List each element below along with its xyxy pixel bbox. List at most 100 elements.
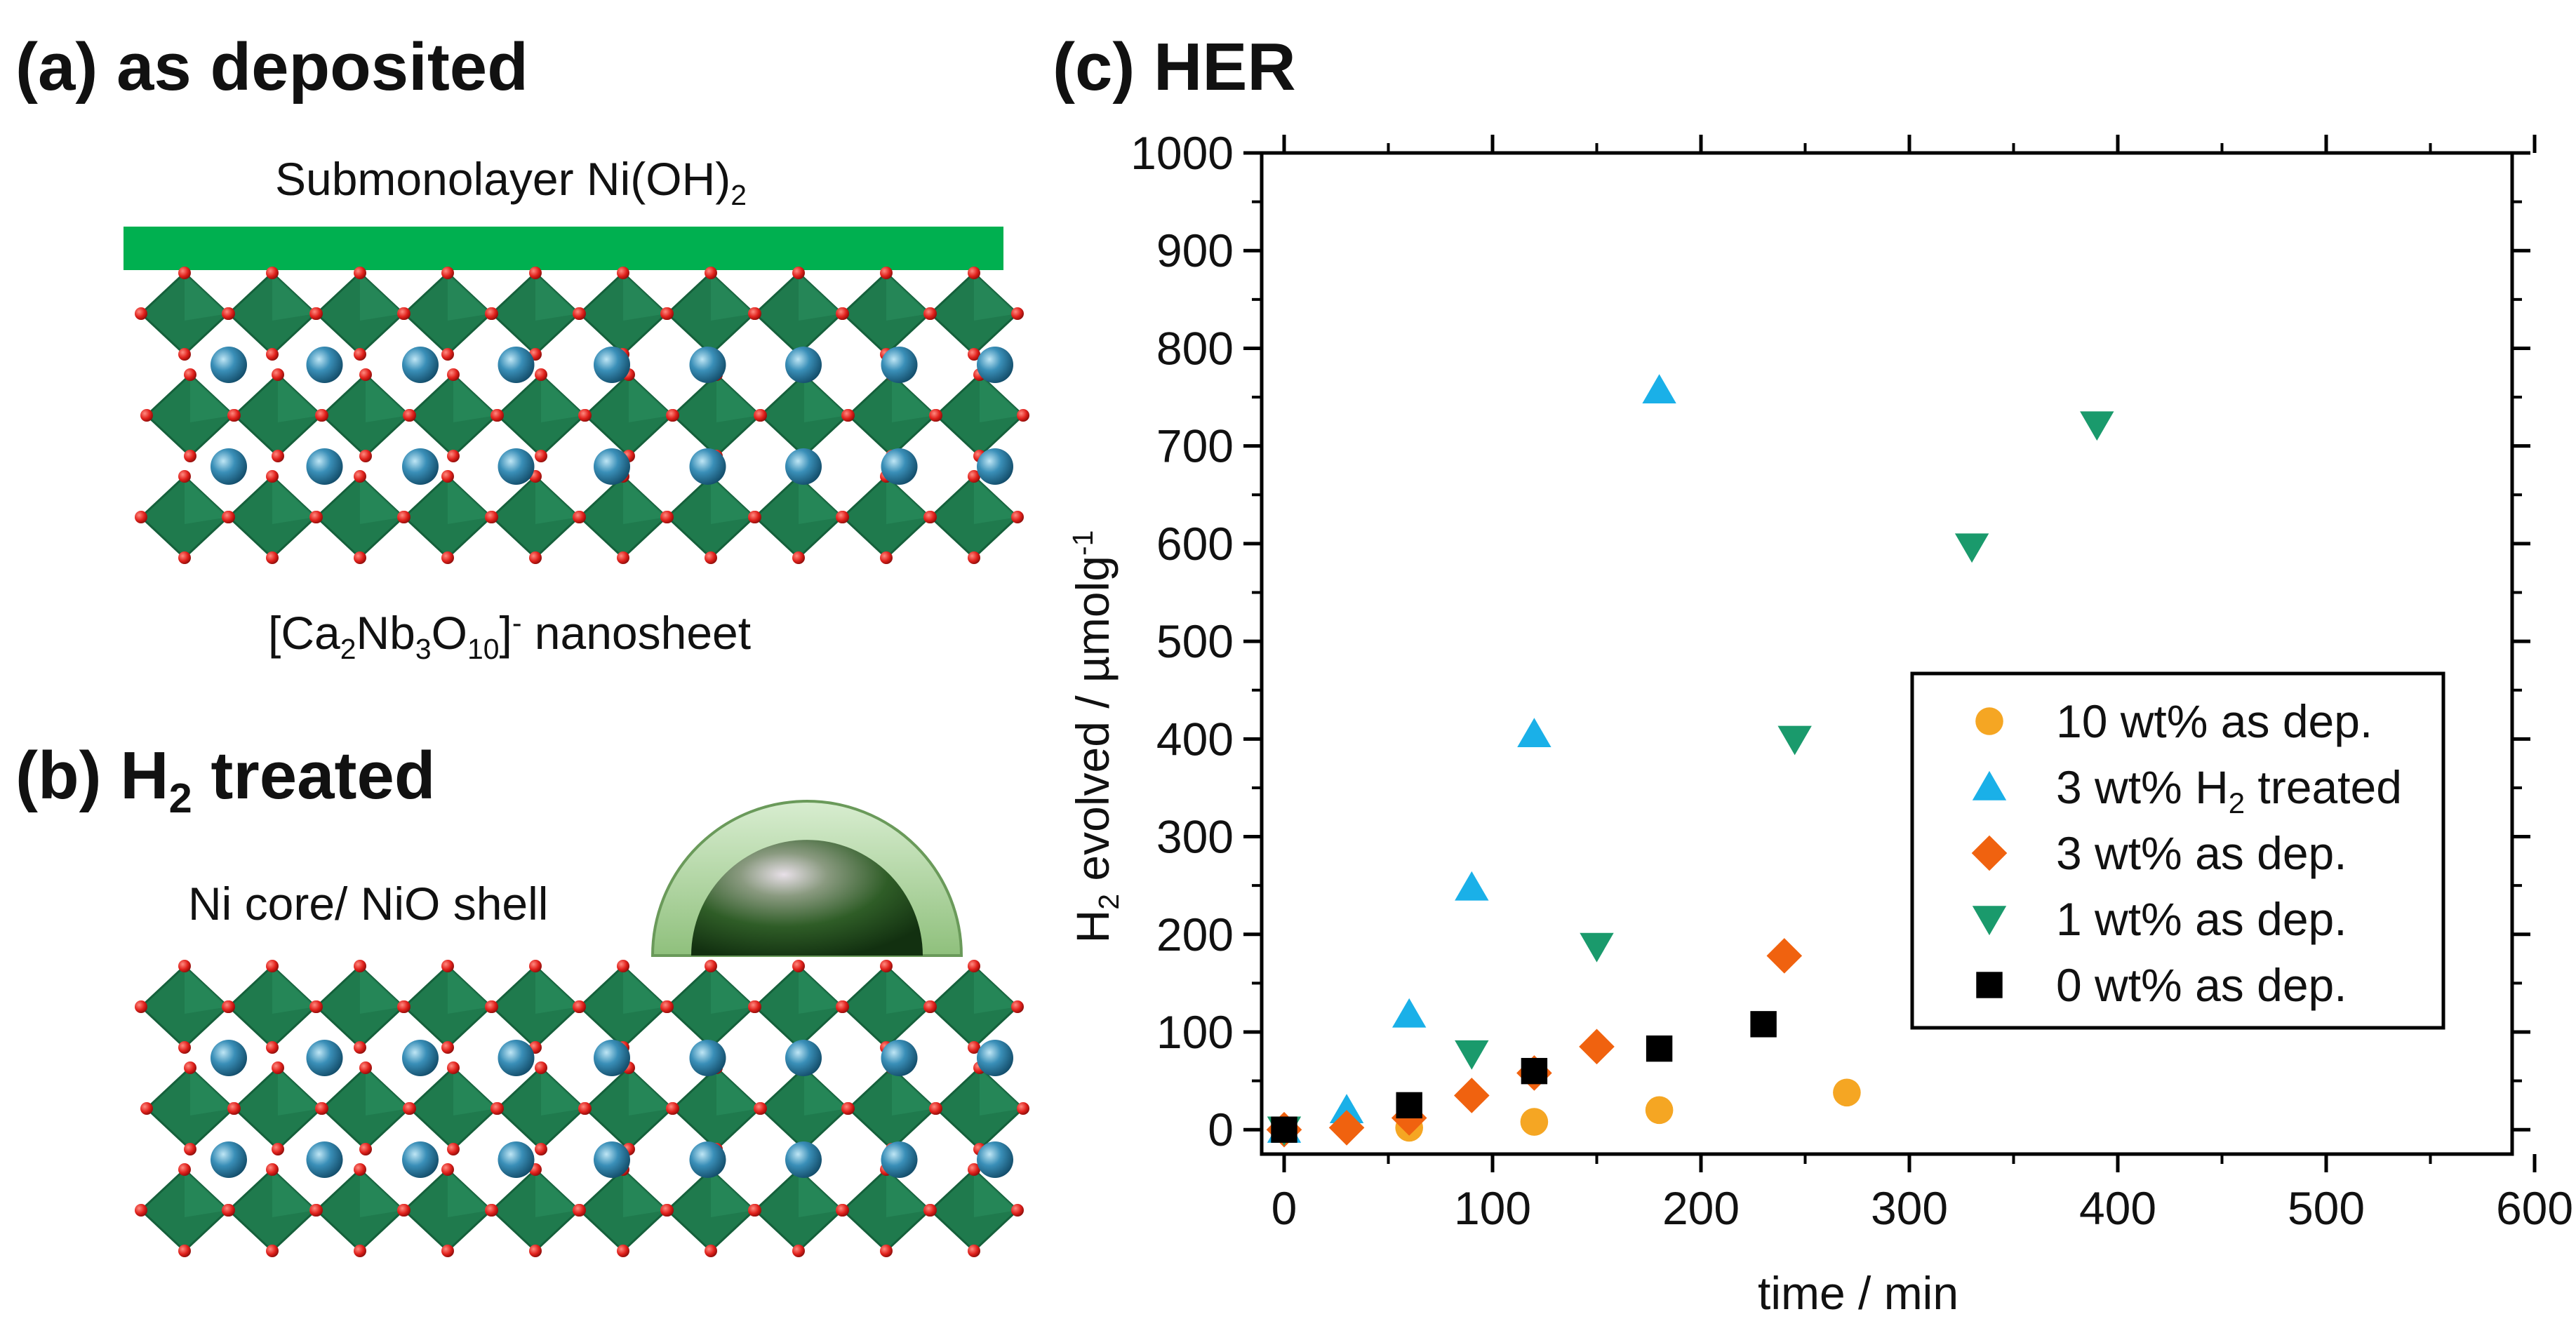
oxygen-atom xyxy=(617,1245,629,1257)
octahedron-face xyxy=(629,1068,672,1115)
legend-entry-label: 3 wt% H2 treated xyxy=(2056,761,2402,819)
oxygen-atom xyxy=(266,1163,279,1176)
data-point-series-4 xyxy=(1521,1057,1548,1085)
oxygen-atom xyxy=(310,1204,323,1217)
y-tick-label: 800 xyxy=(1156,322,1234,374)
calcium-atom xyxy=(785,448,822,485)
octahedron-face xyxy=(541,375,585,422)
x-tick-label: 500 xyxy=(2288,1182,2365,1234)
calcium-atom xyxy=(977,1040,1013,1076)
oxygen-atom xyxy=(529,960,542,972)
oxygen-atom xyxy=(228,1102,241,1115)
octahedron-face xyxy=(974,1170,1017,1217)
oxygen-atom xyxy=(968,551,980,564)
calcium-atom xyxy=(785,347,822,383)
calcium-atom xyxy=(594,347,630,383)
oxygen-atom xyxy=(441,470,454,483)
oxygen-atom xyxy=(792,267,805,279)
oxygen-atom xyxy=(266,267,279,279)
octahedron-face xyxy=(886,1170,930,1217)
oxygen-atom xyxy=(135,307,147,320)
calcium-atom xyxy=(689,1141,726,1178)
nanosheet-close: ] xyxy=(499,607,512,659)
oxygen-atom xyxy=(749,307,761,320)
oxygen-atom xyxy=(836,1204,849,1217)
octahedron-face xyxy=(535,476,579,524)
oxygen-atom xyxy=(579,1102,592,1115)
oxygen-atom xyxy=(749,1000,761,1013)
oxygen-atom xyxy=(968,1245,980,1257)
oxygen-atom xyxy=(617,551,629,564)
oxygen-atom xyxy=(354,1041,366,1054)
legend-marker xyxy=(1975,707,2003,735)
octahedron-face xyxy=(711,476,754,524)
particle-label: Ni core/ NiO shell xyxy=(188,878,549,930)
oxygen-atom xyxy=(266,1245,279,1257)
oxygen-atom xyxy=(880,960,893,972)
oxygen-atom xyxy=(486,1000,498,1013)
octahedron-face xyxy=(716,1068,760,1115)
oxygen-atom xyxy=(316,409,328,422)
y-axis-ticks: 0 100 200 300 400 500 600 700 800 900 1000 xyxy=(1130,127,2530,1155)
data-point-series-4 xyxy=(1271,1116,1297,1143)
submonolayer-label-text: Submonolayer Ni(OH) xyxy=(275,153,731,205)
oxygen-atom xyxy=(310,307,323,320)
x-tick-label: 300 xyxy=(1871,1182,1948,1234)
calcium-atom xyxy=(594,1141,630,1178)
oxygen-atom xyxy=(1017,1102,1029,1115)
oxygen-atom xyxy=(354,267,366,279)
oxygen-atom xyxy=(486,307,498,320)
octahedron-face xyxy=(886,273,930,321)
octahedron-face xyxy=(623,966,667,1014)
oxygen-atom xyxy=(749,511,761,523)
nanosheet-structure-b xyxy=(135,960,1029,1257)
oxygen-atom xyxy=(529,551,542,564)
data-point-series-2 xyxy=(1579,1029,1615,1065)
oxygen-atom xyxy=(222,1000,235,1013)
nanosheet-mid1: Nb xyxy=(356,607,415,659)
oxygen-atom xyxy=(842,409,855,422)
oxygen-atom xyxy=(178,551,191,564)
oxygen-atom xyxy=(140,409,153,422)
oxygen-atom xyxy=(354,960,366,972)
oxygen-atom xyxy=(968,1163,980,1176)
octahedron-face xyxy=(892,1068,935,1115)
oxygen-atom xyxy=(266,1041,279,1054)
data-point-series-3 xyxy=(1580,932,1614,963)
octahedron-face xyxy=(272,476,316,524)
octahedron-face xyxy=(278,1068,321,1115)
oxygen-atom xyxy=(617,267,629,279)
oxygen-atom xyxy=(266,960,279,972)
oxygen-atom xyxy=(529,267,542,279)
oxygen-atom xyxy=(836,307,849,320)
octahedron-face xyxy=(448,1170,491,1217)
octahedron-face xyxy=(535,1170,579,1217)
oxygen-atom xyxy=(529,1245,542,1257)
oxygen-atom xyxy=(754,409,767,422)
panel-b-title-pre: (b) H xyxy=(15,738,169,813)
oxygen-atom xyxy=(836,1000,849,1013)
oxygen-atom xyxy=(447,450,460,462)
legend-marker xyxy=(1972,770,2007,800)
nanosheet-label: [Ca2Nb3O10]- nanosheet xyxy=(268,609,751,664)
data-point-series-2 xyxy=(1328,1110,1365,1146)
octahedron-face xyxy=(974,476,1017,524)
oxygen-atom xyxy=(661,307,674,320)
legend: 10 wt% as dep. 3 wt% H2 treated 3 wt% as d… xyxy=(1910,671,2445,1030)
octahedron-face xyxy=(360,273,403,321)
data-point-series-0 xyxy=(1520,1108,1549,1136)
octahedron-face xyxy=(886,966,930,1014)
octahedron-face xyxy=(185,966,228,1014)
legend-entry-label: 0 wt% as dep. xyxy=(2056,959,2347,1011)
octahedron-face xyxy=(360,476,403,524)
x-tick-label: 0 xyxy=(1272,1182,1297,1234)
data-point-series-3 xyxy=(1777,725,1812,756)
oxygen-atom xyxy=(930,1102,942,1115)
oxygen-atom xyxy=(441,348,454,361)
oxygen-atom xyxy=(705,267,717,279)
y-tick-label: 700 xyxy=(1156,420,1234,472)
calcium-atom xyxy=(881,1040,918,1076)
calcium-atom xyxy=(689,448,726,485)
octahedron-face xyxy=(272,273,316,321)
octahedron-face xyxy=(711,273,754,321)
